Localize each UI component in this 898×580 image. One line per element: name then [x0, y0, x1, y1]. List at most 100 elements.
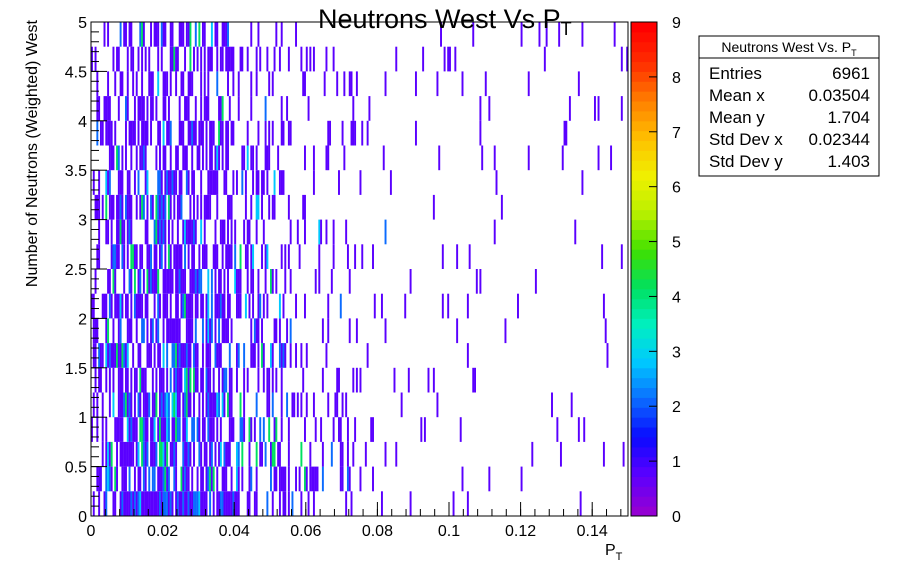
heatmap-cell: [207, 392, 210, 418]
heatmap-cell: [216, 293, 219, 319]
heatmap-cell: [184, 343, 187, 368]
heatmap-cell: [176, 417, 179, 442]
heatmap-cell: [151, 96, 154, 121]
heatmap-cell: [237, 96, 240, 121]
heatmap-cell: [264, 145, 267, 171]
heatmap-cell: [116, 466, 118, 492]
heatmap-cell: [191, 244, 194, 269]
heatmap-cell: [329, 120, 332, 146]
heatmap-cell: [171, 318, 174, 344]
heatmap-cell: [304, 219, 306, 245]
heatmap-cell: [273, 318, 276, 344]
heatmap-cell: [261, 170, 263, 195]
heatmap-cell: [142, 417, 145, 442]
heatmap-cell: [159, 194, 161, 220]
heatmap-cell: [194, 318, 197, 344]
heatmap-cell: [198, 491, 201, 516]
x-tick-label: 0.1: [438, 523, 460, 540]
heatmap-cell: [207, 96, 210, 121]
heatmap-cell: [493, 145, 496, 171]
heatmap-cell: [144, 46, 147, 72]
heatmap-cell: [146, 417, 149, 442]
heatmap-cell: [144, 392, 147, 418]
heatmap-cell: [112, 145, 115, 171]
heatmap-cell: [171, 219, 174, 245]
heatmap-cell: [227, 194, 229, 220]
heatmap-cell: [175, 491, 178, 516]
heatmap-cell: [597, 145, 600, 171]
heatmap-cell: [289, 219, 292, 245]
heatmap-cell: [160, 417, 163, 442]
heatmap-cell: [296, 219, 299, 245]
heatmap-cell: [219, 46, 222, 72]
heatmap-cell: [112, 367, 115, 393]
heatmap-cell: [133, 244, 136, 269]
heatmap-cell: [155, 491, 158, 516]
heatmap-cell: [135, 417, 138, 442]
heatmap-cell: [187, 96, 190, 121]
heatmap-cell: [185, 392, 188, 418]
heatmap-cell: [219, 491, 222, 516]
heatmap-cell: [278, 466, 281, 492]
heatmap-cell: [130, 491, 133, 516]
heatmap-cell: [148, 491, 151, 516]
heatmap-cell: [320, 219, 323, 245]
heatmap-cell: [227, 71, 229, 97]
heatmap-cell: [103, 293, 106, 319]
heatmap-cell: [227, 491, 229, 516]
heatmap-cell: [146, 491, 149, 516]
heatmap-cell: [126, 170, 129, 195]
heatmap-cell: [141, 367, 144, 393]
heatmap-cell: [221, 466, 224, 492]
heatmap-cell: [214, 244, 217, 269]
heatmap-cell: [250, 145, 253, 171]
heatmap-cell: [175, 293, 178, 319]
heatmap-cell: [144, 417, 147, 442]
stats-value: 1.704: [827, 108, 870, 127]
heatmap-cell: [196, 343, 199, 368]
heatmap-cell: [162, 120, 165, 146]
heatmap-cell: [117, 392, 120, 418]
heatmap-cell: [137, 491, 140, 516]
heatmap-cell: [130, 441, 133, 467]
heatmap-cell: [159, 145, 161, 171]
heatmap-cell: [210, 269, 213, 294]
heatmap-cell: [345, 219, 348, 245]
heatmap-cell: [266, 170, 269, 195]
heatmap-cell: [123, 491, 126, 516]
heatmap-cell: [146, 392, 149, 418]
heatmap-cell: [205, 145, 208, 171]
heatmap-cell: [332, 219, 335, 245]
heatmap-cell: [119, 318, 122, 344]
heatmap-cell: [162, 367, 165, 393]
heatmap-cell: [209, 343, 212, 368]
heatmap-cell: [241, 145, 244, 171]
heatmap-cell: [243, 417, 246, 442]
heatmap-cell: [189, 441, 192, 467]
heatmap-cell: [121, 367, 124, 393]
heatmap-cell: [225, 120, 228, 146]
heatmap-cell: [210, 293, 213, 319]
heatmap-cell: [123, 392, 126, 418]
heatmap-cell: [121, 244, 124, 269]
color-scale-band: [631, 367, 657, 379]
heatmap-cell: [142, 318, 145, 344]
heatmap-cell: [164, 194, 167, 220]
heatmap-cell: [504, 318, 507, 344]
heatmap-cell: [128, 120, 131, 146]
heatmap-cell: [259, 441, 262, 467]
heatmap-cell: [173, 466, 176, 492]
heatmap-cell: [160, 219, 163, 245]
heatmap-cell: [182, 466, 185, 492]
heatmap-cell: [209, 46, 212, 72]
heatmap-cell: [287, 194, 290, 220]
heatmap-cell: [384, 318, 387, 344]
heatmap-cell: [234, 491, 237, 516]
heatmap-cell: [116, 244, 118, 269]
heatmap-cell: [307, 491, 310, 516]
heatmap-cell: [384, 71, 387, 97]
heatmap-cell: [132, 441, 135, 467]
heatmap-cell: [144, 145, 147, 171]
heatmap-cell: [137, 96, 140, 121]
